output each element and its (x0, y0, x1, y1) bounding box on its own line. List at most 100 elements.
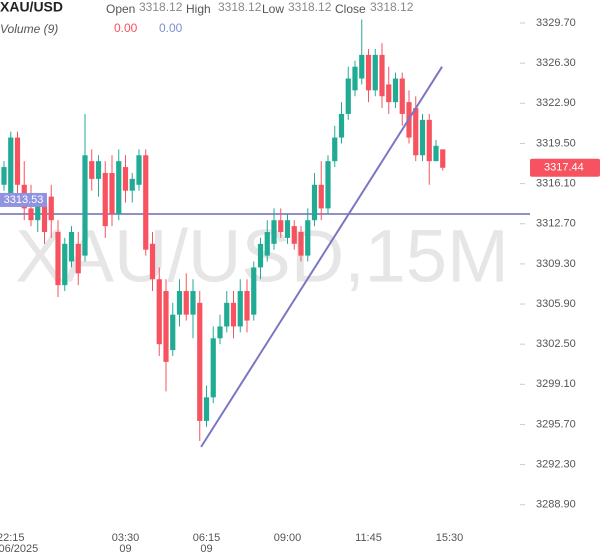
candle-body (217, 326, 223, 339)
hline-label-box (0, 192, 47, 207)
y-tick-label: 3302.50 (536, 338, 576, 350)
candle-body (82, 155, 88, 256)
candle-body (440, 149, 446, 168)
y-tick-label: 3316.10 (536, 178, 576, 190)
candle-body (345, 78, 351, 114)
candle-body (413, 108, 419, 156)
candle-body (163, 291, 169, 362)
x-tick-label: 22:15 (0, 532, 25, 544)
candle-body (224, 302, 230, 327)
candle-body (338, 113, 345, 138)
candle-body (359, 54, 365, 79)
candle-body (318, 184, 324, 209)
candle-body (176, 291, 183, 315)
candle-body (190, 291, 196, 315)
candle-body (14, 137, 21, 185)
candle-body (325, 161, 331, 209)
y-tick-label: 3309.30 (536, 258, 576, 270)
y-tick-label: 3292.30 (536, 459, 576, 471)
candle-body (257, 243, 264, 268)
candle-body (203, 397, 210, 421)
y-tick-label: 3326.30 (536, 57, 576, 69)
ohlc-legend-label: High (186, 2, 211, 16)
candle-body (392, 78, 399, 103)
y-tick-label: 3312.70 (536, 218, 576, 230)
ohlc-legend-value: 3318.12 (288, 0, 332, 14)
last-price-label: 3317.44 (544, 162, 584, 174)
y-tick-label: 3329.70 (536, 17, 576, 29)
candle-body (68, 232, 75, 262)
ohlc-legend-label: Close (335, 2, 366, 16)
candle-body (352, 66, 358, 91)
candle-body (298, 232, 304, 256)
y-tick-label: 3295.70 (536, 418, 576, 430)
candle-body (426, 119, 432, 162)
candle-body (62, 243, 68, 286)
candle-body (41, 202, 48, 233)
candle-body (433, 145, 439, 162)
candle-body (1, 167, 7, 185)
trend-line (200, 66, 443, 448)
x-tick-label: 03:30 (112, 532, 140, 544)
candle-body (379, 54, 385, 97)
y-tick-label: 3322.90 (536, 97, 576, 109)
candle-body (95, 161, 102, 179)
candle-body (386, 84, 392, 103)
candle-body (170, 314, 176, 351)
y-tick-label: 3299.10 (536, 378, 576, 390)
volume-label: Volume (9) (0, 22, 58, 36)
x-tick-sublabel: 09 (119, 543, 131, 555)
candle-body (102, 172, 108, 227)
candle-body (89, 161, 95, 179)
ohlc-legend-label: Open (106, 2, 135, 16)
candle-body (143, 155, 149, 250)
candle-body (230, 302, 237, 327)
candle-body (210, 338, 216, 398)
candle-body (332, 137, 338, 162)
candle-body (311, 184, 318, 221)
x-tick-label: 15:30 (436, 532, 464, 544)
candle-body (372, 54, 378, 91)
x-tick-sublabel: 09 (200, 543, 212, 555)
y-tick-label: 3319.50 (536, 137, 576, 149)
candle-body (244, 291, 250, 321)
candle-body (278, 220, 284, 233)
x-tick-label: 09:00 (274, 532, 302, 544)
candle-body (149, 243, 156, 280)
candle-body (284, 220, 291, 238)
candle-body (75, 243, 81, 274)
candle-body (109, 172, 115, 215)
hline-label: 3313.53 (4, 194, 44, 206)
candle-body (183, 291, 189, 315)
x-tick-label: 06:15 (193, 532, 221, 544)
candle-body (237, 291, 243, 327)
candle-body (136, 155, 142, 185)
volume-value: 0.00 (159, 21, 183, 35)
candle-body (251, 267, 257, 315)
chart-title: XAU/USD (0, 0, 63, 15)
last-price-box (530, 158, 600, 177)
candle-body (365, 54, 372, 91)
ohlc-legend-value: 3318.12 (218, 0, 262, 14)
candle-body (48, 196, 54, 221)
candle-body (264, 232, 270, 256)
ohlc-legend-value: 3318.12 (370, 0, 414, 14)
candle-body (305, 220, 311, 256)
candle-body (8, 137, 14, 197)
candle-body (35, 202, 41, 221)
ohlc-legend-value: 3318.12 (139, 0, 183, 14)
ohlc-legend-label: Low (262, 2, 284, 16)
x-tick-sublabel: 06/06/2025 (0, 543, 38, 555)
candle-body (291, 226, 297, 244)
candle-body (116, 161, 122, 215)
candle-body (197, 302, 203, 421)
y-tick-label: 3305.90 (536, 298, 576, 310)
candle-body (399, 78, 405, 114)
candle-body (28, 208, 34, 221)
candle-body (129, 178, 135, 191)
volume-value: 0.00 (114, 21, 138, 35)
candle-body (156, 279, 162, 345)
candle-body (419, 119, 426, 156)
candle-body (55, 232, 61, 286)
